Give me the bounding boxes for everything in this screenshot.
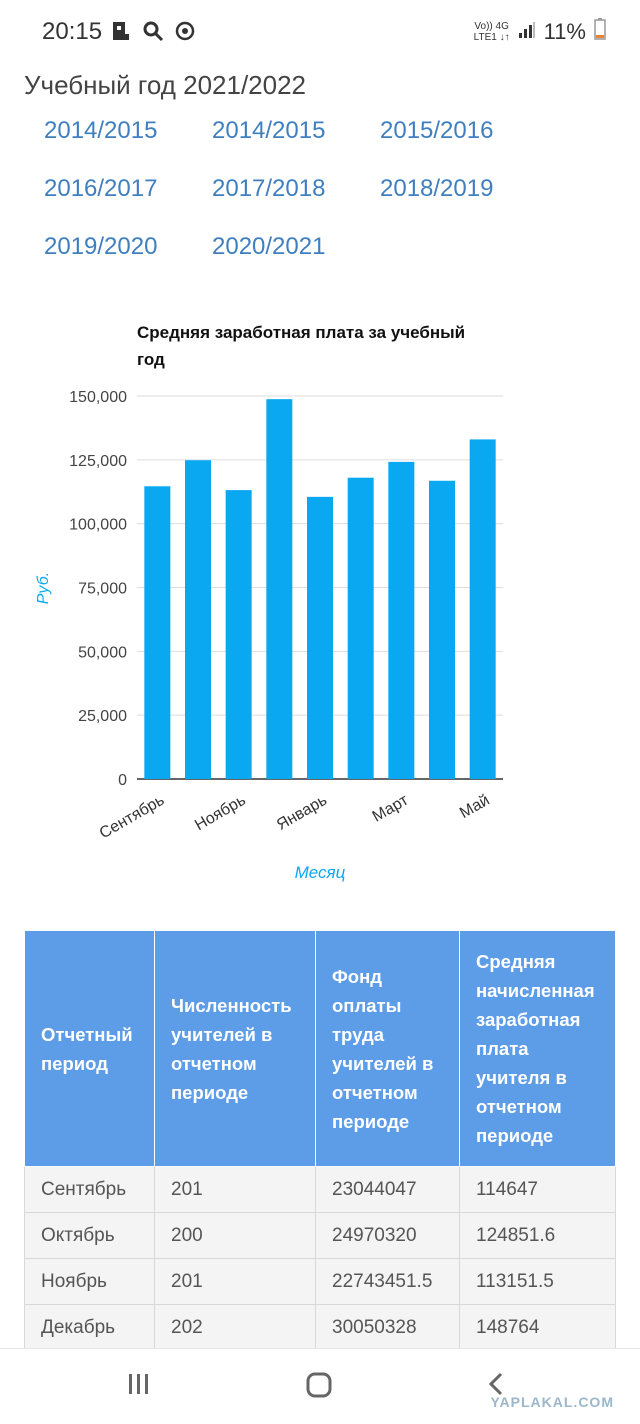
battery-icon <box>594 18 606 46</box>
cell-salary: 148764 <box>459 1304 616 1351</box>
cell-count: 201 <box>154 1258 316 1305</box>
year-links: 2014/2015 2014/2015 2015/2016 2016/2017 … <box>44 116 564 262</box>
cell-fund: 30050328 <box>315 1304 460 1351</box>
data-table: Отчетный период Численность учителей в о… <box>24 930 616 1397</box>
x-tick-label: Январь <box>274 792 330 834</box>
header-average-salary: Средняя начисленная заработная плата учи… <box>459 930 616 1167</box>
y-axis-label: Руб. <box>35 572 52 604</box>
bar-2 <box>185 460 211 779</box>
salary-chart: Средняя заработная плата за учебный год 0 2… <box>0 310 640 890</box>
year-link-2016-2017[interactable]: 2016/2017 <box>44 175 158 202</box>
cell-count: 201 <box>154 1166 316 1213</box>
table-row: Декабрь 202 30050328 148764 <box>24 1304 616 1351</box>
network-type-icon: Vo)) 4G LTE1 ↓↑ <box>473 21 510 43</box>
year-link-2015-2016[interactable]: 2015/2016 <box>380 117 494 144</box>
y-tick-label: 25,000 <box>78 708 127 725</box>
android-nav-bar: YAPLAKAL.COM <box>0 1348 640 1424</box>
salary-table: Отчетный период Численность учителей в о… <box>24 930 616 1397</box>
status-system-icons: Vo)) 4G LTE1 ↓↑ 11% <box>474 18 606 46</box>
table-row: Сентябрь 201 23044047 114647 <box>24 1166 616 1213</box>
x-tick-label: Сентябрь <box>97 792 168 843</box>
header-period: Отчетный период <box>24 930 155 1167</box>
table-row: Ноябрь 201 22743451.5 113151.5 <box>24 1258 616 1305</box>
y-tick-label: 50,000 <box>78 644 127 661</box>
year-link-2019-2020[interactable]: 2019/2020 <box>44 233 158 260</box>
bar-8 <box>429 480 455 779</box>
recent-apps-icon <box>129 1374 148 1394</box>
home-icon <box>306 1372 332 1398</box>
cell-salary: 113151.5 <box>459 1258 616 1305</box>
watermark: YAPLAKAL.COM <box>490 1394 614 1410</box>
notification-app-icon <box>110 20 132 42</box>
cell-salary: 114647 <box>459 1166 616 1213</box>
home-button[interactable] <box>305 1371 333 1404</box>
signal-icon <box>518 19 536 45</box>
sync-icon <box>174 20 196 42</box>
y-tick-label: 0 <box>118 772 127 789</box>
year-link-2014-2015-b[interactable]: 2014/2015 <box>212 117 326 144</box>
back-icon <box>488 1372 503 1396</box>
page-title: Учебный год 2021/2022 <box>24 70 307 100</box>
cell-period: Ноябрь <box>24 1258 155 1305</box>
chart-title-line2: год <box>137 350 165 369</box>
x-tick-label: Март <box>370 791 412 825</box>
table-header-row: Отчетный период Численность учителей в о… <box>24 930 616 1167</box>
y-tick-label: 150,000 <box>69 389 127 406</box>
status-bar: 20:15 Vo)) 4G LTE1 ↓↑ 11% <box>0 0 640 66</box>
bar-1 <box>144 486 171 779</box>
back-button[interactable] <box>486 1371 506 1402</box>
x-tick-label: Май <box>457 792 493 822</box>
cell-period: Октябрь <box>24 1212 155 1259</box>
bar-6 <box>347 477 374 779</box>
bar-7 <box>388 461 415 779</box>
cell-period: Сентябрь <box>24 1166 155 1213</box>
bar-3 <box>225 490 252 779</box>
bar-9 <box>469 439 496 779</box>
header-payroll-fund: Фонд оплаты труда учителей в отчетном пе… <box>315 930 460 1167</box>
cell-fund: 23044047 <box>315 1166 460 1213</box>
x-tick-label: Ноябрь <box>192 792 249 834</box>
status-time: 20:15 <box>42 18 103 45</box>
search-icon <box>142 20 164 42</box>
cell-count: 200 <box>154 1212 316 1259</box>
bar-5 <box>307 496 333 779</box>
y-tick-label: 125,000 <box>69 453 127 470</box>
bar-chart: Средняя заработная плата за учебный год 0 2… <box>35 323 503 882</box>
recent-apps-button[interactable] <box>126 1371 152 1402</box>
header-teacher-count: Численность учителей в отчетном периоде <box>154 930 316 1167</box>
table-row: Октябрь 200 24970320 124851.6 <box>24 1212 616 1259</box>
cell-fund: 22743451.5 <box>315 1258 460 1305</box>
x-axis-label: Месяц <box>295 863 346 882</box>
cell-salary: 124851.6 <box>459 1212 616 1259</box>
cell-period: Декабрь <box>24 1304 155 1351</box>
year-link-2017-2018[interactable]: 2017/2018 <box>212 175 326 202</box>
year-link-2014-2015-a[interactable]: 2014/2015 <box>44 117 158 144</box>
y-tick-label: 75,000 <box>78 581 127 598</box>
chart-title-line1: Средняя заработная плата за учебный <box>137 323 465 342</box>
year-link-2020-2021[interactable]: 2020/2021 <box>212 233 326 260</box>
cell-fund: 24970320 <box>315 1212 460 1259</box>
battery-percent: 11% <box>543 19 586 44</box>
status-notification-icons <box>110 20 196 42</box>
bar-4 <box>266 399 293 779</box>
year-link-2018-2019[interactable]: 2018/2019 <box>380 175 494 202</box>
cell-count: 202 <box>154 1304 316 1351</box>
y-tick-label: 100,000 <box>69 517 127 534</box>
